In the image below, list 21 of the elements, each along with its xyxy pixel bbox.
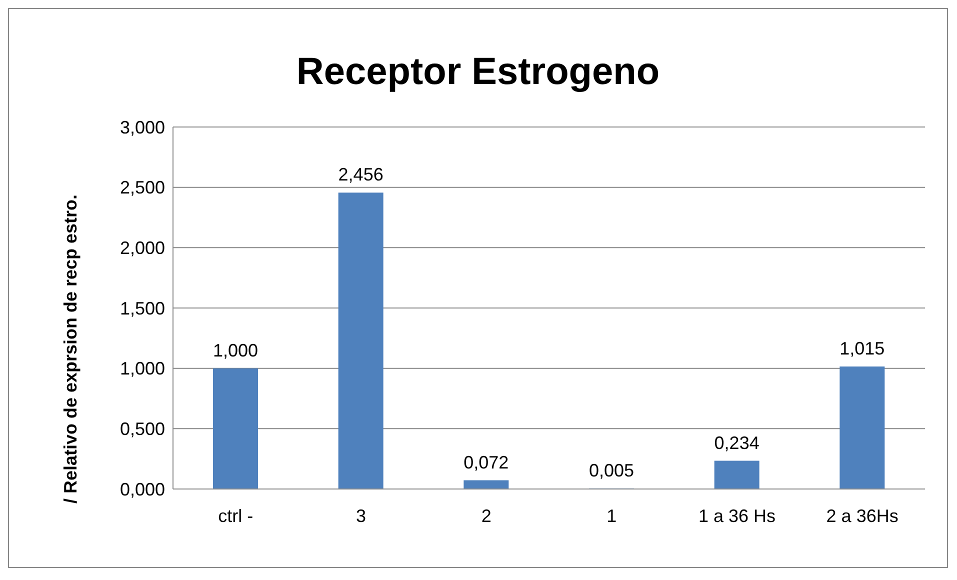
y-tick-label: 1,500 xyxy=(120,298,165,318)
x-tick-label: 1 a 36 Hs xyxy=(698,506,776,526)
data-label: 2,456 xyxy=(338,164,384,185)
y-tick-label: 2,000 xyxy=(120,238,165,258)
data-label: 0,005 xyxy=(588,460,634,480)
data-label: 1,000 xyxy=(212,340,258,360)
x-tick-label: 3 xyxy=(356,506,366,526)
y-tick-label: 1,000 xyxy=(120,358,165,379)
chart-title: Receptor Estrogeno xyxy=(295,51,661,94)
y-tick-label: 3,000 xyxy=(120,117,165,138)
x-tick-label: ctrl - xyxy=(218,506,254,526)
y-tick-label: 0,000 xyxy=(120,479,165,500)
data-label: 0,234 xyxy=(714,432,760,453)
x-tick-label: 2 xyxy=(481,506,492,526)
y-tick-label: 2,500 xyxy=(120,178,165,198)
y-tick-label: 0,500 xyxy=(120,419,165,440)
y-axis-title: / Relativo de exprsion de recp estro. xyxy=(60,194,82,504)
x-tick-label: 1 xyxy=(606,506,617,526)
x-tick-label: 2 a 36Hs xyxy=(826,506,898,526)
data-label: 1,015 xyxy=(840,338,885,359)
data-label: 0,072 xyxy=(464,452,509,472)
